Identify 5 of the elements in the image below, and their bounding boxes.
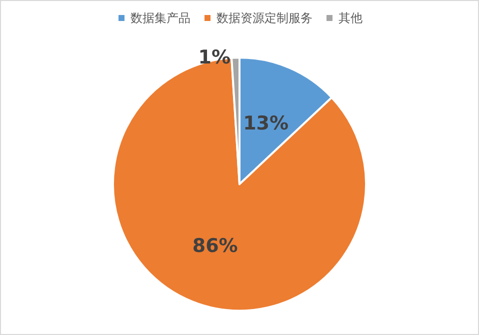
data-label: 86% [192, 234, 238, 257]
legend-label: 其他 [338, 11, 362, 25]
legend-label: 数据集产品 [130, 11, 190, 25]
legend-label: 数据资源定制服务 [216, 11, 312, 25]
data-label: 13% [243, 112, 289, 134]
